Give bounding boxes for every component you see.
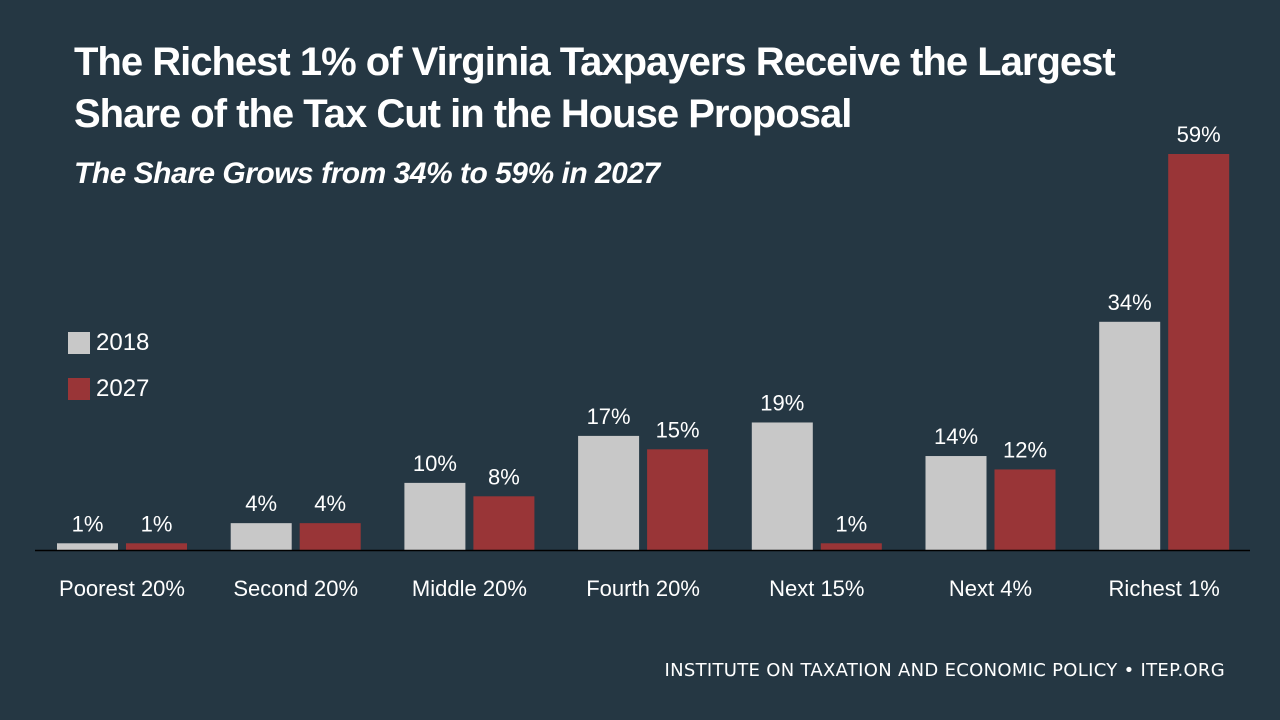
data-label-2027: 4% [314,491,346,516]
category-label: Poorest 20% [59,576,185,601]
bar-2018 [578,435,640,550]
bar-2027 [126,543,187,550]
bar-2018 [404,482,466,550]
chart-subtitle: The Share Grows from 34% to 59% in 2027 [74,157,660,190]
legend-swatch-2018 [68,332,90,354]
legend-item-2027: 2027 [68,366,149,412]
bar-2027 [647,449,709,550]
category-label: Middle 20% [412,576,527,601]
category-label: Next 4% [949,576,1032,601]
bar-2027 [1168,154,1230,550]
category-label: Richest 1% [1109,576,1220,601]
bar-2027 [994,469,1056,550]
footer-credit: INSTITUTE ON TAXATION AND ECONOMIC POLIC… [664,660,1225,681]
bar-2018 [230,523,292,550]
data-label-2018: 4% [245,491,277,516]
bar-2027 [820,543,882,550]
data-label-2027: 15% [656,417,700,442]
legend-swatch-2027 [68,378,90,400]
bar-2018 [751,422,813,550]
data-label-2018: 17% [587,404,631,429]
legend-label-2018: 2018 [96,329,150,356]
legend: 2018 2027 [68,320,149,412]
legend-item-2018: 2018 [68,320,149,366]
data-label-2027: 1% [141,511,173,536]
bar-2018 [57,543,118,550]
category-label: Next 15% [769,576,864,601]
data-label-2027: 59% [1177,122,1221,147]
data-label-2027: 8% [488,464,520,489]
data-label-2018: 14% [934,424,978,449]
data-label-2027: 12% [1003,437,1047,462]
category-label: Fourth 20% [586,576,700,601]
bar-2018 [925,456,987,550]
data-label-2018: 1% [72,511,104,536]
bar-2018 [1099,321,1161,550]
bar-2027 [299,523,361,550]
data-label-2018: 19% [760,390,804,415]
legend-label-2027: 2027 [96,375,150,402]
data-label-2018: 34% [1108,290,1152,315]
chart-title: The Richest 1% of Virginia Taxpayers Rec… [74,40,1116,136]
data-label-2027: 1% [835,511,867,536]
data-label-2018: 10% [413,451,457,476]
bar-2027 [473,496,535,550]
category-label: Second 20% [233,576,358,601]
